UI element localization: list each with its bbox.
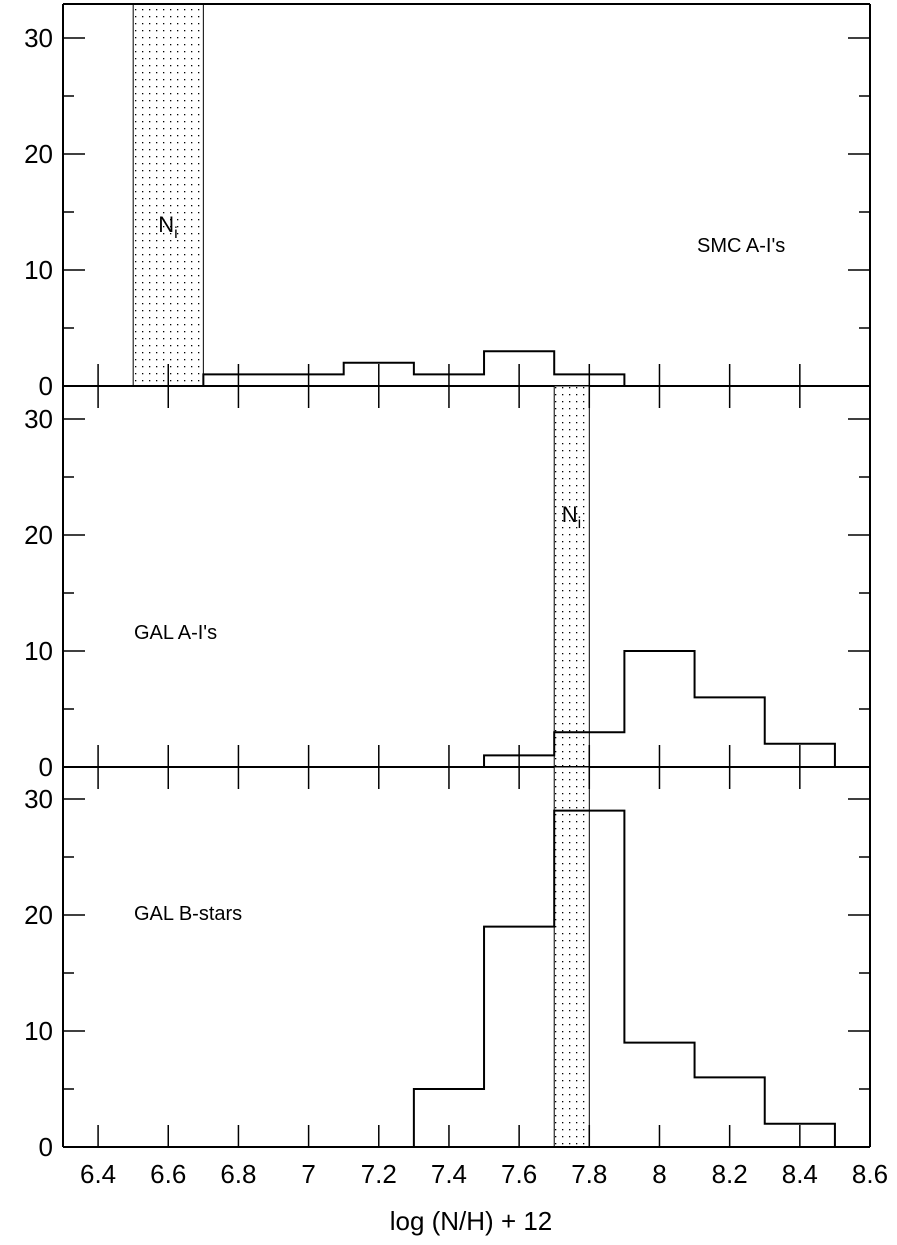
- y-tick-label: 20: [24, 520, 53, 550]
- y-tick-label: 30: [24, 404, 53, 434]
- x-tick-label: 7.2: [361, 1159, 397, 1189]
- panel-label: GAL A-I's: [134, 622, 217, 644]
- x-tick-label: 8.4: [782, 1159, 818, 1189]
- histogram-line: [343, 809, 836, 1148]
- band-label: Ni: [562, 502, 581, 532]
- x-tick-label: 6.6: [150, 1159, 186, 1189]
- y-tick-label: 10: [24, 636, 53, 666]
- y-tick-label: 30: [24, 784, 53, 814]
- x-tick-label: 7: [301, 1159, 315, 1189]
- x-tick-label: 8.2: [712, 1159, 748, 1189]
- y-tick-label: 0: [39, 371, 53, 401]
- shaded-band: [553, 385, 590, 768]
- x-tick-label: 8: [652, 1159, 666, 1189]
- x-tick-label: 6.4: [80, 1159, 116, 1189]
- x-axis-title: log (N/H) + 12: [390, 1206, 553, 1236]
- chart-panels: Ni 0 10 20 30 SMC A-I's Ni 0 10 20 30 GAL A-I's 0 10 2…: [24, 3, 871, 1162]
- panel-top: Ni 0 10 20 30 SMC A-I's: [24, 3, 871, 401]
- panel-middle: Ni 0 10 20 30 GAL A-I's: [24, 385, 871, 782]
- x-tick-label: 7.8: [571, 1159, 607, 1189]
- x-tick-label: 7.4: [431, 1159, 467, 1189]
- y-tick-label: 10: [24, 1016, 53, 1046]
- x-tick-label: 6.8: [220, 1159, 256, 1189]
- x-tick-label: 8.6: [852, 1159, 888, 1189]
- shaded-band: [553, 766, 590, 1148]
- band-label-subscript: i: [578, 515, 582, 532]
- band-label: Ni: [158, 212, 177, 242]
- y-tick-label: 20: [24, 139, 53, 169]
- panel-bottom: 0 10 20 30 GAL B-stars: [24, 766, 871, 1162]
- band-label-subscript: i: [174, 225, 178, 242]
- y-tick-label: 20: [24, 900, 53, 930]
- panel-label: GAL B-stars: [134, 903, 242, 925]
- shaded-band: [132, 3, 204, 387]
- y-tick-label: 0: [39, 752, 53, 782]
- x-tick-label: 7.6: [501, 1159, 537, 1189]
- y-tick-label: 30: [24, 23, 53, 53]
- histogram-line: [202, 350, 626, 386]
- x-axis-labels: 6.4 6.6 6.8 7 7.2 7.4 7.6 7.8 8 8.2 8.4 8.6: [80, 1159, 888, 1189]
- y-tick-label: 0: [39, 1132, 53, 1162]
- panel-label: SMC A-I's: [697, 235, 785, 257]
- histogram-line: [483, 650, 836, 767]
- y-tick-label: 10: [24, 255, 53, 285]
